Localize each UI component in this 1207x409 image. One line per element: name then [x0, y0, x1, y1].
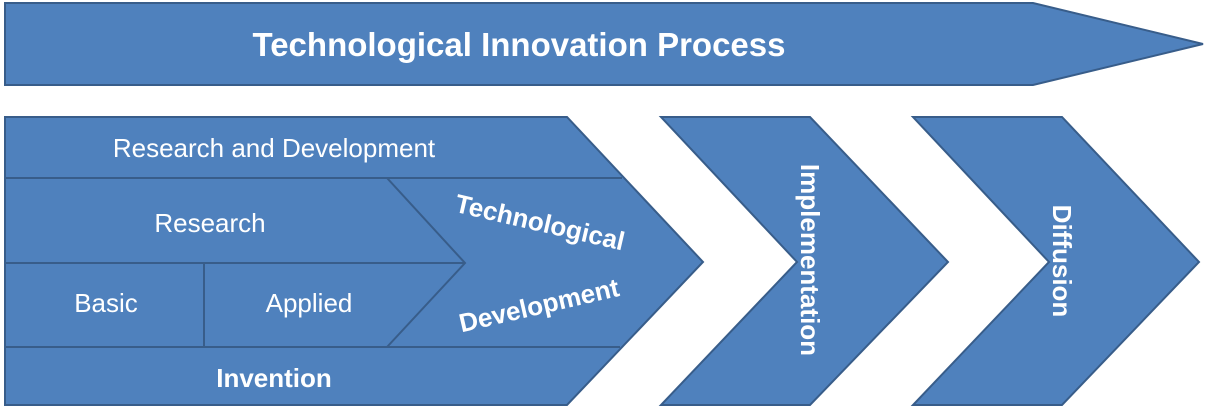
implementation-chevron — [658, 116, 950, 406]
basic-label: Basic — [74, 288, 138, 318]
implementation-label: Implementation — [795, 164, 825, 356]
diffusion-label: Diffusion — [1047, 205, 1077, 318]
research-label: Research — [154, 208, 265, 238]
research-and-development-label: Research and Development — [113, 133, 436, 163]
applied-label: Applied — [266, 288, 353, 318]
process-banner-arrow — [4, 2, 1204, 86]
invention-label: Invention — [216, 363, 332, 393]
diffusion-chevron — [910, 116, 1201, 406]
process-title: Technological Innovation Process — [253, 26, 786, 63]
